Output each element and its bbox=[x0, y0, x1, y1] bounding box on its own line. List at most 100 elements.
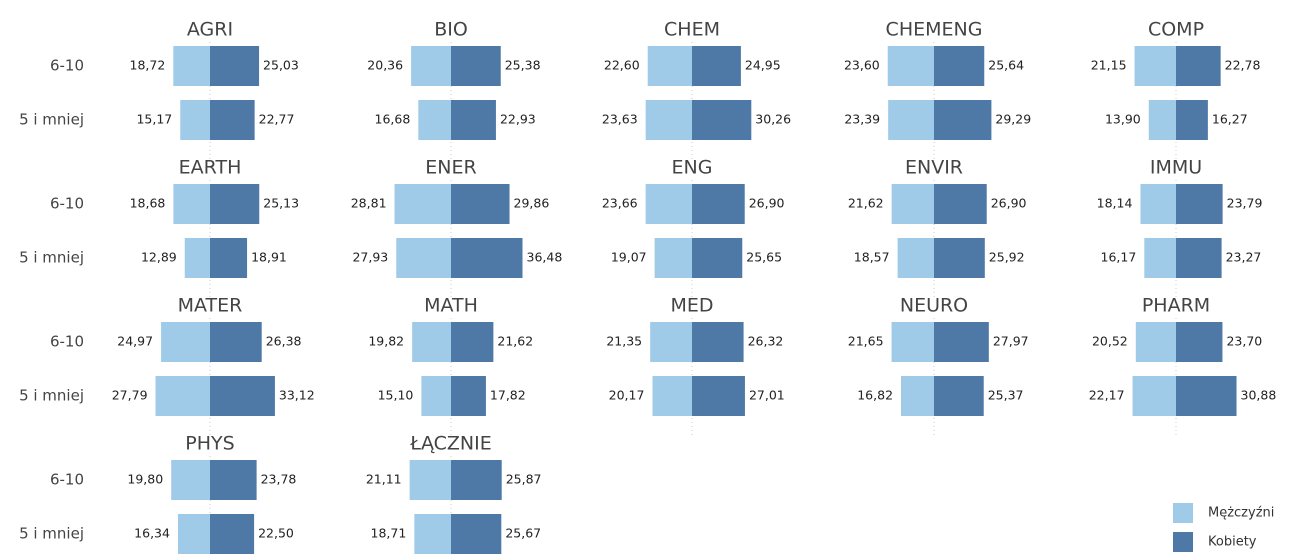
panel-title: NEURO bbox=[900, 295, 968, 317]
value-label: 12,89 bbox=[141, 250, 177, 265]
value-label: 18,72 bbox=[130, 58, 166, 73]
value-label: 16,68 bbox=[375, 112, 411, 127]
bar bbox=[901, 376, 934, 416]
row-label: 6-10 bbox=[50, 333, 84, 351]
panel-title: AGRI bbox=[187, 19, 233, 41]
panel-title: ENG bbox=[672, 157, 713, 179]
value-label: 23,66 bbox=[602, 196, 638, 211]
bar bbox=[692, 184, 745, 224]
value-label: 18,57 bbox=[854, 250, 890, 265]
bar bbox=[1176, 322, 1223, 362]
bar bbox=[897, 238, 934, 278]
value-label: 22,77 bbox=[259, 112, 295, 127]
value-label: 25,92 bbox=[989, 250, 1025, 265]
bar bbox=[451, 46, 501, 86]
bar bbox=[650, 322, 692, 362]
value-label: 16,17 bbox=[1101, 250, 1137, 265]
value-label: 15,17 bbox=[136, 112, 172, 127]
value-label: 21,35 bbox=[606, 334, 642, 349]
value-label: 16,34 bbox=[134, 526, 170, 541]
value-label: 18,91 bbox=[251, 250, 287, 265]
value-label: 25,65 bbox=[746, 250, 782, 265]
value-label: 22,60 bbox=[604, 58, 640, 73]
value-label: 17,82 bbox=[490, 388, 526, 403]
value-label: 30,88 bbox=[1241, 388, 1277, 403]
bar bbox=[180, 100, 210, 140]
value-label: 26,90 bbox=[991, 196, 1027, 211]
row-label: 6-10 bbox=[50, 195, 84, 213]
value-label: 23,39 bbox=[844, 112, 880, 127]
panel-title: PHARM bbox=[1142, 295, 1210, 317]
value-label: 20,36 bbox=[367, 58, 403, 73]
bar bbox=[692, 376, 745, 416]
bar bbox=[411, 46, 451, 86]
value-label: 19,07 bbox=[611, 250, 647, 265]
bar bbox=[210, 376, 275, 416]
bar bbox=[654, 238, 692, 278]
bar bbox=[645, 100, 692, 140]
bar bbox=[184, 238, 210, 278]
bar bbox=[1134, 46, 1176, 86]
bar bbox=[647, 46, 692, 86]
bar bbox=[155, 376, 210, 416]
row-label: 5 i mniej bbox=[19, 249, 84, 267]
value-label: 21,15 bbox=[1091, 58, 1127, 73]
value-label: 19,82 bbox=[368, 334, 404, 349]
bar bbox=[210, 100, 255, 140]
value-label: 22,78 bbox=[1225, 58, 1261, 73]
bar bbox=[210, 514, 255, 554]
value-label: 27,01 bbox=[749, 388, 785, 403]
bar bbox=[692, 322, 744, 362]
bar bbox=[173, 184, 210, 224]
bar bbox=[451, 376, 486, 416]
panel-title: MATER bbox=[178, 295, 243, 317]
bar bbox=[171, 460, 210, 500]
bar bbox=[409, 460, 451, 500]
bar bbox=[396, 238, 451, 278]
row-label: 5 i mniej bbox=[19, 525, 84, 543]
bar bbox=[934, 322, 989, 362]
value-label: 27,97 bbox=[993, 334, 1029, 349]
bar bbox=[1135, 322, 1176, 362]
bar bbox=[421, 376, 451, 416]
value-label: 22,17 bbox=[1089, 388, 1125, 403]
bar bbox=[1140, 184, 1176, 224]
value-label: 13,90 bbox=[1105, 112, 1141, 127]
value-label: 36,48 bbox=[527, 250, 563, 265]
legend-swatch bbox=[1173, 532, 1193, 552]
bar bbox=[177, 514, 210, 554]
legend-label: Mężczyźni bbox=[1208, 506, 1274, 521]
panel-title: ENER bbox=[425, 157, 476, 179]
value-label: 25,37 bbox=[988, 388, 1024, 403]
value-label: 26,90 bbox=[749, 196, 785, 211]
bar bbox=[891, 184, 934, 224]
bar bbox=[934, 376, 984, 416]
value-label: 22,50 bbox=[258, 526, 294, 541]
value-label: 21,62 bbox=[848, 196, 884, 211]
value-label: 16,82 bbox=[857, 388, 893, 403]
value-label: 21,65 bbox=[848, 334, 884, 349]
bar bbox=[451, 238, 523, 278]
bar bbox=[692, 46, 741, 86]
value-label: 25,67 bbox=[505, 526, 541, 541]
panel-title: ŁĄCZNIE bbox=[409, 433, 491, 455]
bar bbox=[692, 238, 743, 278]
value-label: 22,93 bbox=[500, 112, 536, 127]
row-label: 6-10 bbox=[50, 471, 84, 489]
bar bbox=[210, 184, 260, 224]
bar bbox=[1176, 238, 1222, 278]
bar bbox=[934, 100, 992, 140]
bar bbox=[210, 460, 257, 500]
value-label: 23,79 bbox=[1227, 196, 1263, 211]
value-label: 18,68 bbox=[130, 196, 166, 211]
bar bbox=[210, 46, 260, 86]
bar bbox=[652, 376, 692, 416]
value-label: 26,38 bbox=[266, 334, 302, 349]
bar bbox=[394, 184, 451, 224]
value-label: 18,71 bbox=[371, 526, 407, 541]
value-label: 15,10 bbox=[378, 388, 414, 403]
value-label: 27,79 bbox=[112, 388, 148, 403]
bar bbox=[451, 184, 510, 224]
bar bbox=[451, 322, 494, 362]
